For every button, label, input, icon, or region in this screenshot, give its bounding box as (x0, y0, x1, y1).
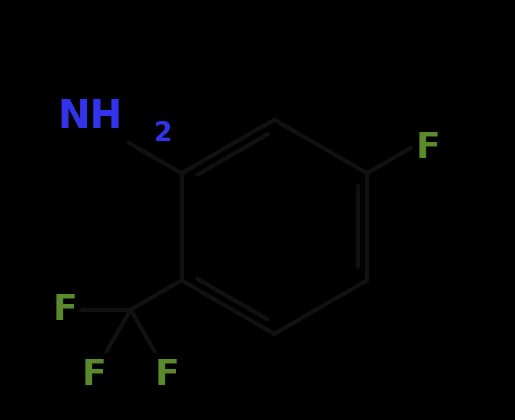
Text: 2: 2 (154, 121, 173, 147)
Text: NH: NH (57, 99, 123, 136)
Text: F: F (155, 358, 180, 392)
Text: F: F (82, 358, 107, 392)
Text: F: F (416, 131, 440, 165)
Text: F: F (53, 293, 77, 327)
